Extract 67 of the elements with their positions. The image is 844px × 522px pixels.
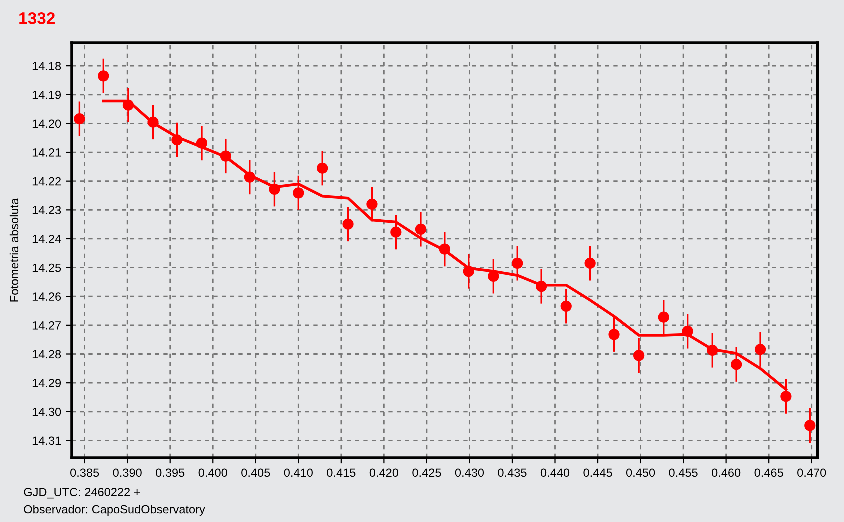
x-tick-label: 0.435 bbox=[498, 468, 527, 478]
x-tick-label: 0.420 bbox=[370, 468, 398, 478]
y-tick-label: 14.21 bbox=[32, 148, 62, 157]
x-tick-label: 0.385 bbox=[70, 468, 100, 478]
x-tick-label: 0.470 bbox=[798, 468, 826, 478]
point bbox=[390, 226, 402, 238]
y-tick-label: 14.27 bbox=[32, 321, 61, 330]
point bbox=[634, 350, 645, 362]
x-tick-label: 0.440 bbox=[540, 468, 570, 478]
point bbox=[658, 312, 670, 323]
x-tick-label: 0.455 bbox=[669, 468, 698, 478]
x-tick-label: 0.445 bbox=[584, 468, 612, 478]
y-tick-label: 14.28 bbox=[32, 350, 62, 359]
point bbox=[560, 300, 572, 312]
y-tick-label: 14.30 bbox=[32, 408, 62, 416]
point bbox=[244, 172, 256, 183]
point bbox=[584, 258, 596, 270]
point bbox=[98, 70, 110, 82]
point bbox=[172, 134, 183, 146]
y-tick-label: 14.18 bbox=[32, 62, 62, 70]
point bbox=[439, 244, 450, 255]
y-tick-label: 14.20 bbox=[32, 120, 62, 128]
point bbox=[342, 218, 354, 230]
point bbox=[512, 258, 524, 270]
point bbox=[536, 280, 548, 292]
y-tick-label: 14.19 bbox=[32, 90, 62, 100]
text: GJD_UTC: 2460222 + bbox=[24, 488, 140, 499]
y-tick-label: 14.24 bbox=[32, 235, 62, 244]
point bbox=[682, 326, 694, 338]
y-tick-label: 14.23 bbox=[32, 206, 62, 215]
point bbox=[731, 359, 742, 370]
y-tick-label: 14.29 bbox=[32, 379, 62, 388]
point bbox=[148, 116, 159, 128]
x-tick-label: 0.430 bbox=[455, 468, 484, 478]
point bbox=[488, 270, 500, 282]
x-tick-label: 0.450 bbox=[626, 468, 656, 478]
point bbox=[122, 100, 134, 111]
x-tick-label: 0.415 bbox=[327, 468, 356, 478]
point bbox=[74, 114, 86, 125]
point bbox=[220, 150, 232, 162]
x-tick-label: 0.425 bbox=[412, 468, 442, 478]
x-tick-label: 0.390 bbox=[113, 468, 142, 478]
y-axis-title: Fotometria absoluta bbox=[10, 198, 19, 302]
point bbox=[754, 344, 766, 356]
x-tick-label: 0.400 bbox=[198, 468, 228, 478]
point bbox=[366, 198, 378, 210]
point bbox=[196, 138, 208, 149]
y-tick-label: 14.26 bbox=[32, 292, 62, 302]
point bbox=[269, 184, 280, 195]
x-tick-label: 0.395 bbox=[156, 468, 185, 478]
y-tick-label: 14.22 bbox=[32, 177, 61, 186]
y-tick-label: 14.25 bbox=[32, 264, 62, 272]
point bbox=[415, 224, 427, 236]
text: Observador: CapoSudObservatory bbox=[24, 505, 206, 516]
point bbox=[780, 391, 792, 402]
x-tick-label: 0.465 bbox=[754, 468, 784, 478]
point bbox=[707, 344, 718, 356]
chart-title: 1332 bbox=[20, 12, 55, 24]
x-tick-label: 0.405 bbox=[242, 468, 270, 478]
x-tick-label: 0.410 bbox=[284, 468, 313, 478]
point bbox=[317, 162, 328, 174]
y-tick-label: 14.31 bbox=[32, 436, 62, 446]
point bbox=[463, 266, 474, 278]
x-tick-label: 0.460 bbox=[712, 468, 741, 478]
point bbox=[293, 188, 304, 199]
point bbox=[804, 420, 816, 432]
point bbox=[608, 329, 620, 340]
